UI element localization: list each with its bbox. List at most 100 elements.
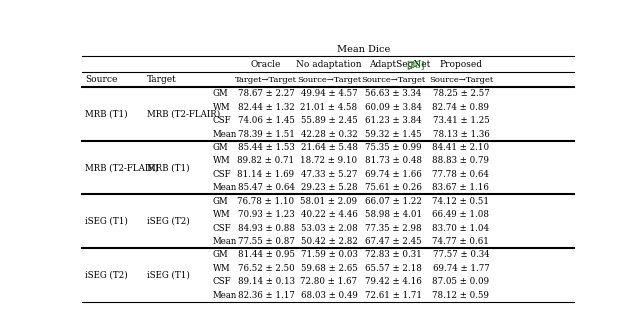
Text: 77.78 ± 0.64: 77.78 ± 0.64 — [433, 170, 490, 179]
Text: 58.01 ± 2.09: 58.01 ± 2.09 — [300, 197, 358, 206]
Text: Proposed: Proposed — [440, 60, 483, 69]
Text: WM: WM — [213, 103, 230, 112]
Text: 69.74 ± 1.77: 69.74 ± 1.77 — [433, 264, 490, 273]
Text: 74.77 ± 0.61: 74.77 ± 0.61 — [433, 237, 490, 246]
Text: 81.73 ± 0.48: 81.73 ± 0.48 — [365, 156, 422, 165]
Text: 60.09 ± 3.84: 60.09 ± 3.84 — [365, 103, 422, 112]
Text: Oracle: Oracle — [251, 60, 281, 69]
Text: 72.61 ± 1.71: 72.61 ± 1.71 — [365, 291, 422, 300]
Text: 78.39 ± 1.51: 78.39 ± 1.51 — [237, 130, 294, 139]
Text: CSF: CSF — [213, 224, 232, 233]
Text: 73.41 ± 1.25: 73.41 ± 1.25 — [433, 116, 490, 125]
Text: Target: Target — [147, 75, 177, 84]
Text: CSF: CSF — [213, 170, 232, 179]
Text: 89.82 ± 0.71: 89.82 ± 0.71 — [237, 156, 294, 165]
Text: No adaptation: No adaptation — [296, 60, 362, 69]
Text: 58.98 ± 4.01: 58.98 ± 4.01 — [365, 210, 422, 219]
Text: 82.36 ± 1.17: 82.36 ± 1.17 — [237, 291, 294, 300]
Text: Mean Dice: Mean Dice — [337, 46, 390, 55]
Text: 85.44 ± 1.53: 85.44 ± 1.53 — [237, 143, 294, 152]
Text: AdaptSegNet: AdaptSegNet — [369, 60, 433, 69]
Text: MRB (T2-FLAIR): MRB (T2-FLAIR) — [147, 109, 220, 118]
Text: [38]: [38] — [406, 60, 424, 69]
Text: CSF: CSF — [213, 277, 232, 286]
Text: 88.83 ± 0.79: 88.83 ± 0.79 — [433, 156, 490, 165]
Text: 76.52 ± 2.50: 76.52 ± 2.50 — [237, 264, 294, 273]
Text: 81.14 ± 1.69: 81.14 ± 1.69 — [237, 170, 294, 179]
Text: 77.55 ± 0.87: 77.55 ± 0.87 — [237, 237, 294, 246]
Text: Source→Target: Source→Target — [429, 76, 493, 84]
Text: 49.94 ± 4.57: 49.94 ± 4.57 — [301, 89, 357, 98]
Text: 66.07 ± 1.22: 66.07 ± 1.22 — [365, 197, 422, 206]
Text: 61.23 ± 3.84: 61.23 ± 3.84 — [365, 116, 422, 125]
Text: 81.44 ± 0.95: 81.44 ± 0.95 — [237, 250, 294, 259]
Text: 82.44 ± 1.32: 82.44 ± 1.32 — [237, 103, 294, 112]
Text: 82.74 ± 0.89: 82.74 ± 0.89 — [433, 103, 490, 112]
Text: 78.13 ± 1.36: 78.13 ± 1.36 — [433, 130, 490, 139]
Text: Mean: Mean — [213, 130, 237, 139]
Text: 83.70 ± 1.04: 83.70 ± 1.04 — [433, 224, 490, 233]
Text: 56.63 ± 3.34: 56.63 ± 3.34 — [365, 89, 422, 98]
Text: MRB (T1): MRB (T1) — [147, 163, 189, 172]
Text: 50.42 ± 2.82: 50.42 ± 2.82 — [301, 237, 357, 246]
Text: MRB (T2-FLAIR): MRB (T2-FLAIR) — [85, 163, 158, 172]
Text: 75.35 ± 0.99: 75.35 ± 0.99 — [365, 143, 422, 152]
Text: 74.12 ± 0.51: 74.12 ± 0.51 — [433, 197, 490, 206]
Text: 84.41 ± 2.10: 84.41 ± 2.10 — [433, 143, 490, 152]
Text: WM: WM — [213, 264, 230, 273]
Text: 71.59 ± 0.03: 71.59 ± 0.03 — [301, 250, 357, 259]
Text: 76.78 ± 1.10: 76.78 ± 1.10 — [237, 197, 294, 206]
Text: 55.89 ± 2.45: 55.89 ± 2.45 — [301, 116, 357, 125]
Text: GM: GM — [213, 197, 228, 206]
Text: iSEG (T2): iSEG (T2) — [147, 217, 189, 226]
Text: 78.12 ± 0.59: 78.12 ± 0.59 — [433, 291, 490, 300]
Text: 72.80 ± 1.67: 72.80 ± 1.67 — [301, 277, 358, 286]
Text: 66.49 ± 1.08: 66.49 ± 1.08 — [433, 210, 490, 219]
Text: MRB (T1): MRB (T1) — [85, 109, 127, 118]
Text: Mean: Mean — [213, 183, 237, 192]
Text: WM: WM — [213, 156, 230, 165]
Text: 65.57 ± 2.18: 65.57 ± 2.18 — [365, 264, 422, 273]
Text: 78.25 ± 2.57: 78.25 ± 2.57 — [433, 89, 490, 98]
Text: 68.03 ± 0.49: 68.03 ± 0.49 — [301, 291, 357, 300]
Text: Source→Target: Source→Target — [297, 76, 361, 84]
Text: Mean: Mean — [213, 237, 237, 246]
Text: 72.83 ± 0.31: 72.83 ± 0.31 — [365, 250, 422, 259]
Text: GM: GM — [213, 250, 228, 259]
Text: Target→Target: Target→Target — [235, 76, 297, 84]
Text: 67.47 ± 2.45: 67.47 ± 2.45 — [365, 237, 422, 246]
Text: 18.72 ± 9.10: 18.72 ± 9.10 — [300, 156, 358, 165]
Text: 53.03 ± 2.08: 53.03 ± 2.08 — [301, 224, 357, 233]
Text: 84.93 ± 0.88: 84.93 ± 0.88 — [237, 224, 294, 233]
Text: Mean: Mean — [213, 291, 237, 300]
Text: 77.57 ± 0.34: 77.57 ± 0.34 — [433, 250, 489, 259]
Text: 70.93 ± 1.23: 70.93 ± 1.23 — [237, 210, 294, 219]
Text: 47.33 ± 5.27: 47.33 ± 5.27 — [301, 170, 357, 179]
Text: iSEG (T1): iSEG (T1) — [147, 271, 190, 279]
Text: GM: GM — [213, 143, 228, 152]
Text: 29.23 ± 5.28: 29.23 ± 5.28 — [301, 183, 357, 192]
Text: 74.06 ± 1.45: 74.06 ± 1.45 — [237, 116, 294, 125]
Text: 75.61 ± 0.26: 75.61 ± 0.26 — [365, 183, 422, 192]
Text: 78.67 ± 2.27: 78.67 ± 2.27 — [237, 89, 294, 98]
Text: 77.35 ± 2.98: 77.35 ± 2.98 — [365, 224, 422, 233]
Text: 59.32 ± 1.45: 59.32 ± 1.45 — [365, 130, 422, 139]
Text: 21.01 ± 4.58: 21.01 ± 4.58 — [300, 103, 358, 112]
Text: 79.42 ± 4.16: 79.42 ± 4.16 — [365, 277, 422, 286]
Text: WM: WM — [213, 210, 230, 219]
Text: 40.22 ± 4.46: 40.22 ± 4.46 — [301, 210, 357, 219]
Text: 21.64 ± 5.48: 21.64 ± 5.48 — [301, 143, 357, 152]
Text: iSEG (T2): iSEG (T2) — [85, 271, 128, 279]
Text: 83.67 ± 1.16: 83.67 ± 1.16 — [433, 183, 490, 192]
Text: 42.28 ± 0.32: 42.28 ± 0.32 — [301, 130, 357, 139]
Text: 87.05 ± 0.09: 87.05 ± 0.09 — [433, 277, 490, 286]
Text: 59.68 ± 2.65: 59.68 ± 2.65 — [301, 264, 357, 273]
Text: 89.14 ± 0.13: 89.14 ± 0.13 — [237, 277, 294, 286]
Text: Source→Target: Source→Target — [362, 76, 426, 84]
Text: Source: Source — [85, 75, 117, 84]
Text: 85.47 ± 0.64: 85.47 ± 0.64 — [237, 183, 294, 192]
Text: iSEG (T1): iSEG (T1) — [85, 217, 128, 226]
Text: 69.74 ± 1.66: 69.74 ± 1.66 — [365, 170, 422, 179]
Text: GM: GM — [213, 89, 228, 98]
Text: CSF: CSF — [213, 116, 232, 125]
